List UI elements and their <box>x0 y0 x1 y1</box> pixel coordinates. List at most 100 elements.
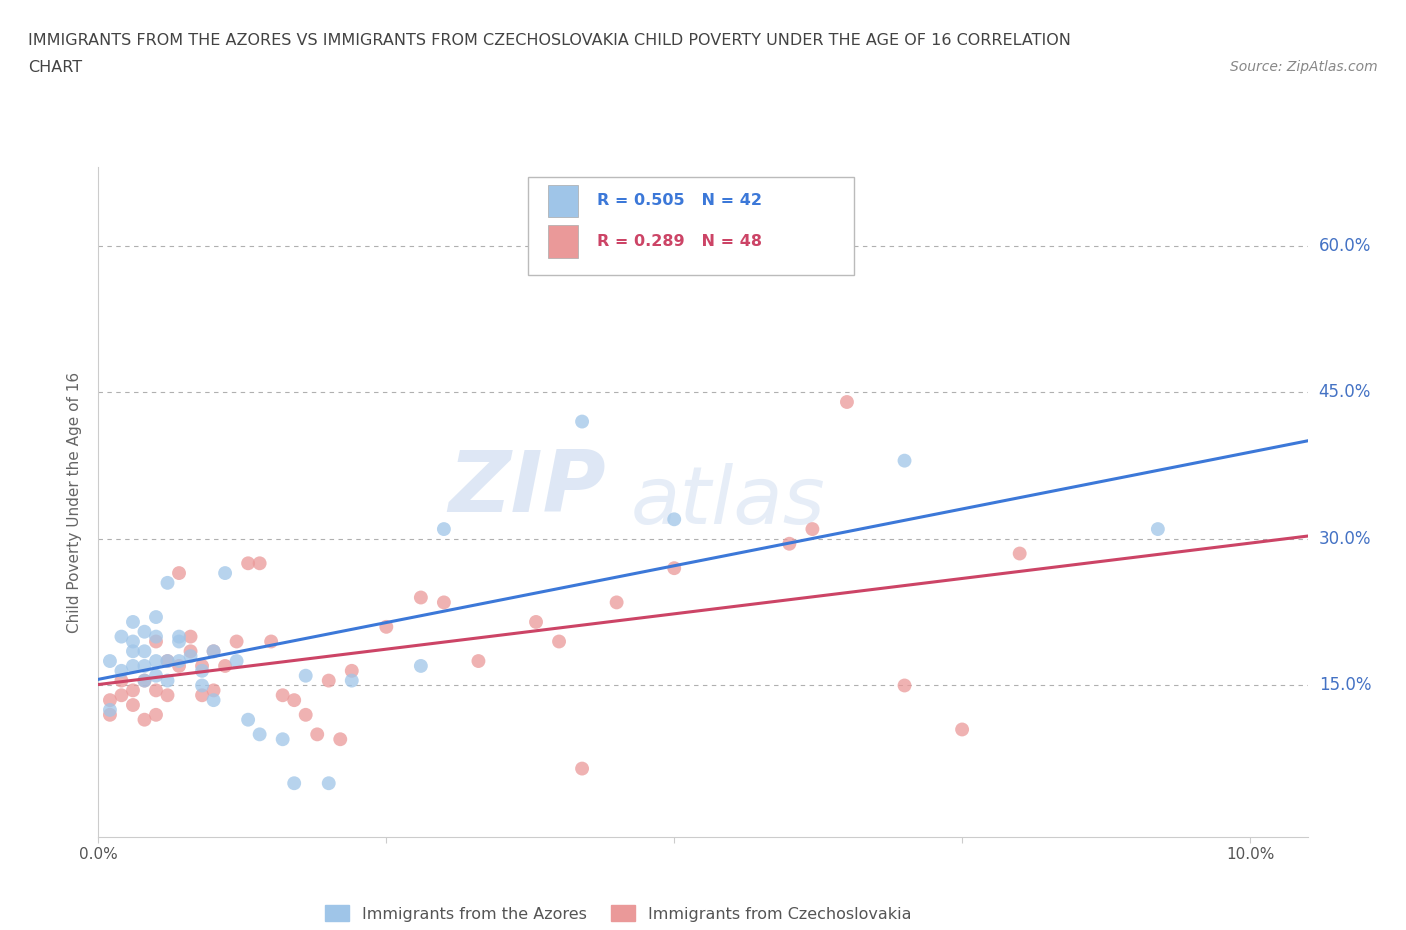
Point <box>134 673 156 688</box>
Point <box>283 693 305 708</box>
Point <box>225 654 247 669</box>
Point <box>433 595 456 610</box>
Point <box>180 649 202 664</box>
Point <box>307 727 329 742</box>
Point <box>145 669 167 684</box>
Point <box>467 654 489 669</box>
Point <box>191 658 214 673</box>
Point <box>225 634 247 649</box>
Point <box>236 556 259 571</box>
Point <box>180 630 202 644</box>
Point <box>98 708 121 723</box>
Text: R = 0.505   N = 42: R = 0.505 N = 42 <box>596 193 762 208</box>
Point <box>145 654 167 669</box>
Point <box>524 615 547 630</box>
Point <box>778 537 800 551</box>
Point <box>122 683 145 698</box>
Point <box>893 453 915 468</box>
Text: Source: ZipAtlas.com: Source: ZipAtlas.com <box>1230 60 1378 74</box>
Point <box>249 556 271 571</box>
Point <box>340 663 363 678</box>
Point <box>145 708 167 723</box>
FancyBboxPatch shape <box>527 178 855 274</box>
Point <box>98 654 121 669</box>
Text: R = 0.289   N = 48: R = 0.289 N = 48 <box>596 234 762 249</box>
Point <box>409 658 432 673</box>
Text: 30.0%: 30.0% <box>1319 530 1371 548</box>
Point <box>950 722 973 737</box>
Point <box>145 630 167 644</box>
Point <box>156 654 179 669</box>
Point <box>167 658 190 673</box>
Text: IMMIGRANTS FROM THE AZORES VS IMMIGRANTS FROM CZECHOSLOVAKIA CHILD POVERTY UNDER: IMMIGRANTS FROM THE AZORES VS IMMIGRANTS… <box>28 33 1071 47</box>
Point <box>294 708 316 723</box>
Text: CHART: CHART <box>28 60 82 75</box>
Point <box>156 688 179 703</box>
Point <box>191 688 214 703</box>
Text: ZIP: ZIP <box>449 447 606 530</box>
Point <box>329 732 352 747</box>
Point <box>271 688 294 703</box>
Point <box>801 522 824 537</box>
Point <box>191 663 214 678</box>
Point <box>249 727 271 742</box>
Point <box>548 634 571 649</box>
Point <box>122 698 145 712</box>
Point <box>145 610 167 625</box>
Point <box>318 776 340 790</box>
Point <box>409 590 432 604</box>
Point <box>98 693 121 708</box>
Point <box>1008 546 1031 561</box>
Point <box>318 673 340 688</box>
Text: 60.0%: 60.0% <box>1319 236 1371 255</box>
Point <box>122 615 145 630</box>
Point <box>167 630 190 644</box>
Point <box>375 619 398 634</box>
Point <box>156 673 179 688</box>
Point <box>236 712 259 727</box>
Point <box>145 683 167 698</box>
Text: 15.0%: 15.0% <box>1319 676 1371 695</box>
Point <box>122 644 145 658</box>
Point <box>167 634 190 649</box>
Point <box>202 693 225 708</box>
Y-axis label: Child Poverty Under the Age of 16: Child Poverty Under the Age of 16 <box>67 372 83 632</box>
Point <box>260 634 283 649</box>
Point <box>294 669 316 684</box>
Point <box>191 678 214 693</box>
Point <box>180 644 202 658</box>
Point <box>145 634 167 649</box>
Point <box>167 654 190 669</box>
Point <box>110 688 132 703</box>
Point <box>606 595 628 610</box>
Point <box>202 644 225 658</box>
Text: atlas: atlas <box>630 463 825 541</box>
Point <box>664 512 686 526</box>
Point <box>202 644 225 658</box>
Point <box>340 673 363 688</box>
Point <box>283 776 305 790</box>
Point <box>271 732 294 747</box>
Point <box>156 654 179 669</box>
Point <box>134 644 156 658</box>
Point <box>214 658 236 673</box>
FancyBboxPatch shape <box>548 225 578 258</box>
Point <box>122 634 145 649</box>
Point <box>134 673 156 688</box>
Point <box>835 394 858 409</box>
Point <box>571 414 593 429</box>
Point <box>110 630 132 644</box>
Point <box>1147 522 1170 537</box>
Point <box>433 522 456 537</box>
Point <box>664 561 686 576</box>
Point <box>110 663 132 678</box>
Text: 45.0%: 45.0% <box>1319 383 1371 401</box>
Point <box>571 761 593 776</box>
Point <box>156 576 179 591</box>
Point <box>98 702 121 717</box>
Point <box>893 678 915 693</box>
Point <box>122 658 145 673</box>
Point <box>134 712 156 727</box>
Point <box>214 565 236 580</box>
Point <box>134 624 156 639</box>
